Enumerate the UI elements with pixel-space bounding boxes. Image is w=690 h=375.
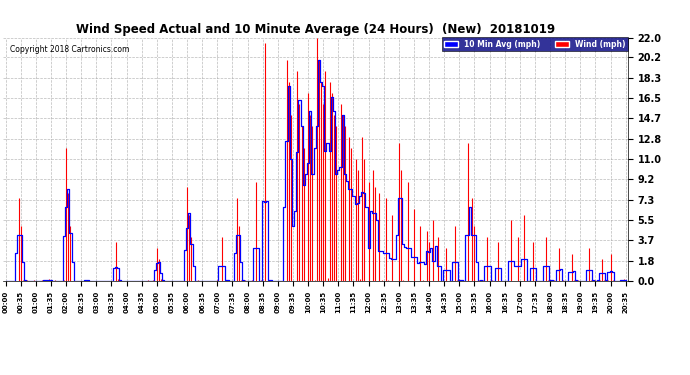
Legend: 10 Min Avg (mph), Wind (mph): 10 Min Avg (mph), Wind (mph) [442,38,628,51]
Text: Copyright 2018 Cartronics.com: Copyright 2018 Cartronics.com [10,45,129,54]
Title: Wind Speed Actual and 10 Minute Average (24 Hours)  (New)  20181019: Wind Speed Actual and 10 Minute Average … [76,23,555,36]
